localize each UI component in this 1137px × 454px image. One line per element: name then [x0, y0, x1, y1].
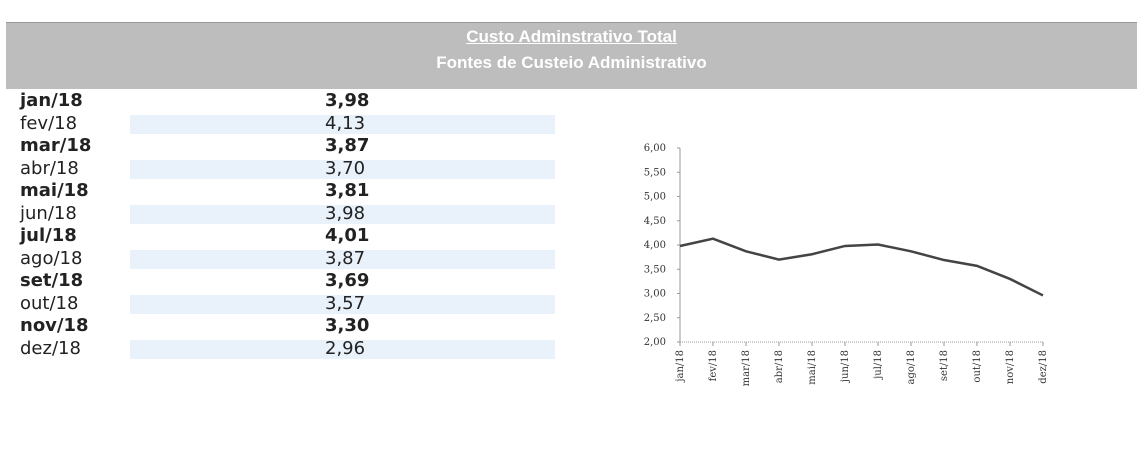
row-shade — [130, 294, 555, 314]
row-shade — [130, 249, 555, 269]
value-cell: 3,30 — [325, 315, 370, 336]
table-row: abr/18 3,70 — [10, 158, 555, 181]
row-shade — [130, 204, 555, 224]
x-tick-label: abr/18 — [774, 350, 785, 383]
table-row: jan/18 3,98 — [10, 90, 555, 113]
value-cell: 3,87 — [325, 135, 370, 156]
value-cell: 2,96 — [325, 337, 366, 359]
x-tick-label: fev/18 — [708, 350, 719, 381]
table-row: nov/18 3,30 — [10, 315, 555, 338]
y-tick-label: 4,50 — [644, 216, 666, 227]
value-cell: 3,81 — [325, 180, 370, 201]
value-cell: 3,57 — [325, 292, 366, 314]
title: Custo Adminstrativo Total — [466, 27, 677, 46]
table-row: set/18 3,69 — [10, 270, 555, 293]
month-cell: set/18 — [20, 270, 84, 291]
x-tick-label: mar/18 — [741, 350, 752, 386]
y-tick-label: 4,00 — [644, 240, 666, 251]
value-cell: 3,98 — [325, 202, 366, 224]
table-row: jun/18 3,98 — [10, 203, 555, 226]
month-cell: out/18 — [20, 292, 79, 314]
header: Custo Adminstrativo Total Fontes de Cust… — [6, 22, 1137, 89]
value-cell: 3,87 — [325, 247, 366, 269]
month-cell: jul/18 — [20, 225, 77, 246]
row-shade — [130, 114, 555, 134]
table-row: out/18 3,57 — [10, 293, 555, 316]
value-cell: 3,69 — [325, 270, 370, 291]
value-cell: 3,98 — [325, 90, 370, 111]
y-tick-label: 3,50 — [644, 264, 666, 275]
month-cell: mar/18 — [20, 135, 92, 156]
table-row: mar/18 3,87 — [10, 135, 555, 158]
x-tick-label: out/18 — [972, 350, 983, 383]
x-tick-label: jun/18 — [840, 350, 851, 383]
table-row: dez/18 2,96 — [10, 338, 555, 361]
x-tick-label: jan/18 — [675, 350, 686, 383]
month-cell: fev/18 — [20, 112, 78, 134]
x-tick-label: dez/18 — [1038, 350, 1049, 384]
value-cell: 4,13 — [325, 112, 366, 134]
x-tick-label: ago/18 — [906, 350, 917, 384]
x-tick-label: set/18 — [939, 350, 950, 381]
month-cell: abr/18 — [20, 157, 79, 179]
month-cell: jan/18 — [20, 90, 83, 111]
month-cell: dez/18 — [20, 337, 81, 359]
row-shade — [130, 159, 555, 179]
y-tick-label: 2,50 — [644, 313, 666, 324]
y-tick-label: 2,00 — [644, 337, 666, 348]
y-tick-label: 5,50 — [644, 167, 666, 178]
table-row: jul/18 4,01 — [10, 225, 555, 248]
month-cell: ago/18 — [20, 247, 83, 269]
table-row: ago/18 3,87 — [10, 248, 555, 271]
table-row: fev/18 4,13 — [10, 113, 555, 136]
y-tick-label: 5,00 — [644, 192, 666, 203]
month-cell: jun/18 — [20, 202, 77, 224]
x-tick-label: jul/18 — [873, 350, 884, 380]
x-tick-label: mai/18 — [807, 350, 818, 385]
table-row: mai/18 3,81 — [10, 180, 555, 203]
y-tick-label: 3,00 — [644, 289, 666, 300]
row-shade — [130, 339, 555, 359]
month-cell: mai/18 — [20, 180, 89, 201]
subtitle: Fontes de Custeio Administrativo — [436, 53, 707, 72]
data-line — [679, 237, 1044, 297]
value-cell: 3,70 — [325, 157, 366, 179]
y-tick-label: 6,00 — [644, 143, 666, 154]
month-cell: nov/18 — [20, 315, 89, 336]
value-cell: 4,01 — [325, 225, 370, 246]
x-tick-label: nov/18 — [1005, 350, 1016, 384]
